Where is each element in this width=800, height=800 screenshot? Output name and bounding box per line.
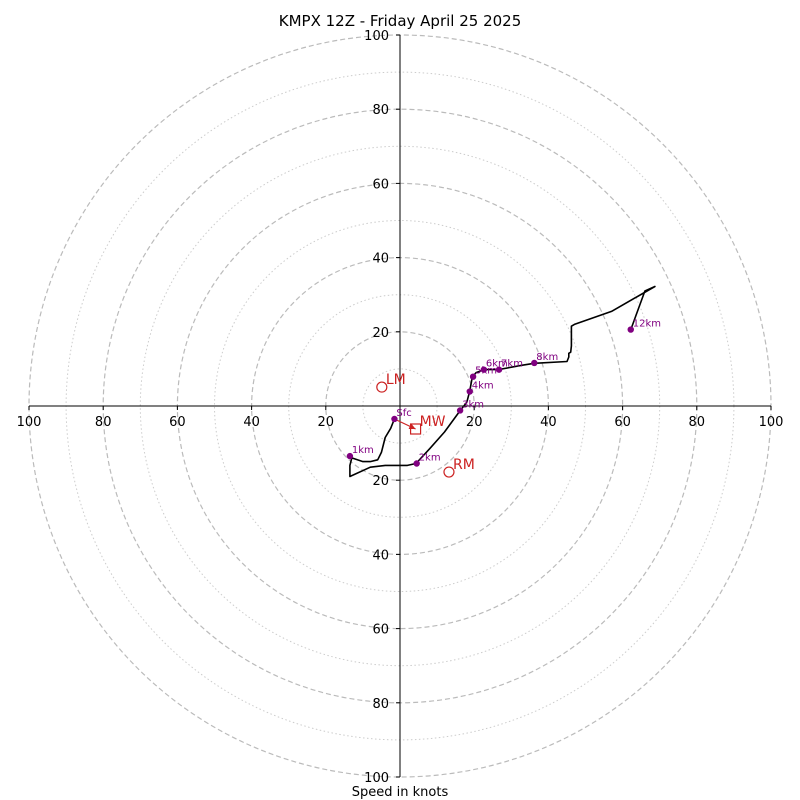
height-label-7km: 7km (501, 359, 523, 370)
x-tick-label: 100 (759, 415, 784, 430)
height-label-3km: 3km (462, 399, 484, 410)
height-point-1km (346, 452, 354, 460)
storm-motion-lm-marker (376, 381, 388, 393)
hodograph-line (349, 285, 656, 478)
x-tick-label: 80 (689, 415, 706, 430)
height-point-12km (627, 326, 634, 333)
storm-motion-rm-marker (443, 466, 455, 478)
x-tick-label: 60 (169, 415, 186, 430)
height-label-6km: 6km (486, 359, 508, 370)
height-label-sfc: Sfc (396, 408, 411, 419)
y-tick-label: 100 (364, 29, 389, 44)
y-tick-label: 60 (372, 623, 389, 638)
height-point-sfc (391, 415, 398, 423)
y-tick-label: 40 (372, 252, 389, 267)
y-tick-label: 80 (372, 697, 389, 712)
y-tick-label: 100 (364, 771, 389, 786)
height-point-2km (413, 460, 420, 467)
x-tick-label: 60 (614, 415, 631, 430)
axes (29, 35, 771, 777)
height-label-8km: 8km (536, 352, 558, 363)
height-point-4km (466, 388, 473, 395)
height-point-5km (469, 373, 477, 380)
storm-motion-mw-marker (409, 423, 422, 435)
x-tick-label: 100 (17, 415, 42, 430)
chart-title: KMPX 12Z - Friday April 25 2025 (279, 12, 522, 30)
y-tick-label: 60 (372, 177, 389, 192)
storm-motion-mw-label: MW (420, 414, 446, 430)
storm-motion-markers: LM MW RM (376, 372, 475, 478)
y-tick-label: 20 (372, 474, 389, 489)
hodograph-trace (349, 285, 656, 478)
height-markers: Sfc1km2km3km4km5km6km7km8km12km (346, 319, 661, 467)
height-label-12km: 12km (633, 319, 661, 330)
height-label-1km: 1km (352, 445, 374, 456)
x-axis-label: Speed in knots (352, 785, 449, 800)
storm-motion-lm-label: LM (386, 372, 406, 388)
height-point-8km (531, 359, 538, 367)
tick-labels: 20 20 20 20 40 40 40 40 60 60 60 60 80 80 80 80 100 100 10… (17, 29, 784, 786)
x-tick-label: 20 (318, 415, 335, 430)
height-point-3km (456, 407, 464, 414)
height-label-4km: 4km (472, 381, 494, 392)
y-tick-label: 80 (372, 103, 389, 118)
x-tick-label: 40 (540, 415, 557, 430)
x-tick-label: 40 (243, 415, 260, 430)
x-tick-label: 20 (466, 415, 483, 430)
height-point-6km (480, 366, 488, 373)
height-point-7km (495, 366, 503, 373)
storm-motion-rm-label: RM (453, 457, 475, 473)
x-tick-label: 80 (95, 415, 112, 430)
y-tick-label: 20 (372, 326, 389, 341)
height-label-2km: 2km (419, 453, 441, 464)
y-tick-label: 40 (372, 548, 389, 563)
